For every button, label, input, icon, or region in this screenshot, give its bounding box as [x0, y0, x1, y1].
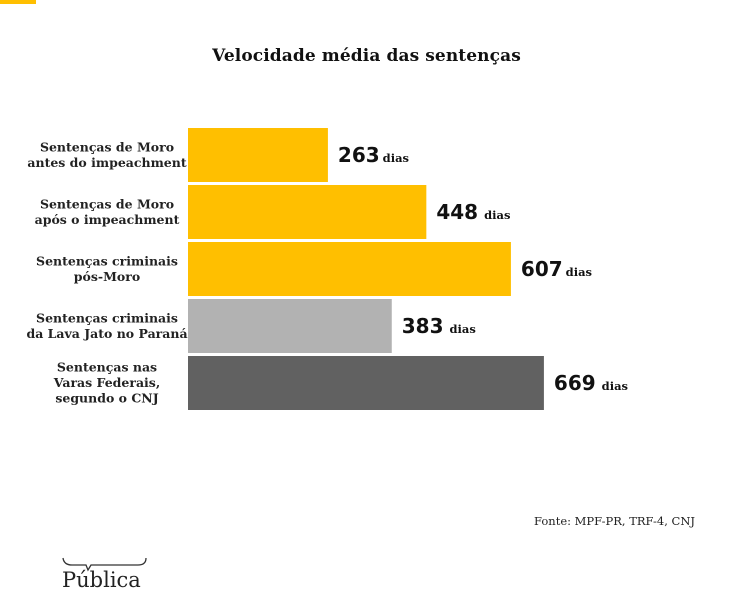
bar-2 — [188, 185, 427, 239]
category-label: Sentenças criminais pós-Moro — [36, 253, 178, 284]
logo-text: Pública — [62, 568, 141, 592]
speech-bracket-icon — [62, 557, 147, 572]
category-label: Sentenças criminais da Lava Jato no Paran… — [26, 310, 187, 341]
publica-logo: Pública — [60, 556, 150, 600]
chart-title: Velocidade média das sentenças — [212, 46, 521, 66]
value-label: 448 dias — [436, 200, 510, 224]
category-label: Sentenças de Moro após o impeachment — [35, 196, 180, 227]
bar-5 — [188, 356, 544, 410]
category-label: Sentenças nas Varas Federais, segundo o CN… — [53, 360, 160, 406]
bar-1 — [188, 128, 328, 182]
bar-3 — [188, 242, 511, 296]
bar-4 — [188, 299, 392, 353]
value-label: 669 dias — [554, 371, 628, 395]
source-note: Fonte: MPF-PR, TRF-4, CNJ — [534, 514, 695, 528]
value-label: 263 dias — [338, 143, 409, 167]
value-label: 383 dias — [402, 314, 476, 338]
category-label: Sentenças de Moro antes do impeachment — [27, 139, 186, 170]
top-accent-bar — [0, 0, 36, 4]
value-label: 607 dias — [521, 257, 592, 281]
